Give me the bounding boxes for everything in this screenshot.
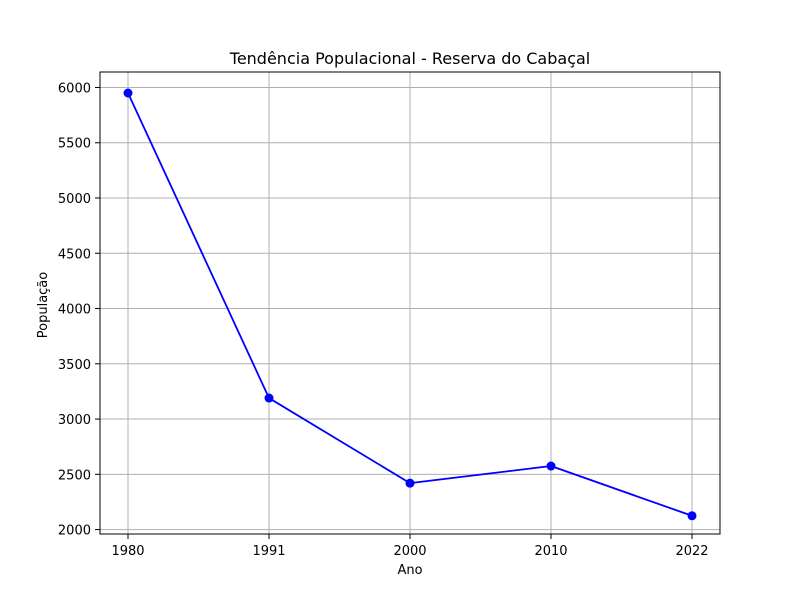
data-point — [687, 511, 697, 521]
x-tick-label: 2000 — [393, 544, 426, 559]
y-tick-label: 2000 — [58, 524, 91, 539]
x-tick-label: 2022 — [675, 544, 708, 559]
x-tick-label: 1980 — [111, 544, 144, 559]
y-tick-label: 4500 — [58, 247, 91, 262]
x-tick-label: 1991 — [252, 544, 285, 559]
y-tick-label: 3000 — [58, 413, 91, 428]
data-point — [546, 461, 556, 471]
data-series — [123, 88, 697, 521]
grid-lines — [100, 72, 720, 534]
data-point — [405, 478, 415, 488]
y-tick-label: 5500 — [58, 137, 91, 152]
x-axis-label: Ano — [397, 563, 422, 578]
data-point — [264, 393, 274, 403]
y-tick-label: 2500 — [58, 468, 91, 483]
x-tick-label: 2010 — [534, 544, 567, 559]
y-axis-label: População — [36, 272, 51, 339]
y-tick-label: 3500 — [58, 358, 91, 373]
chart-title: Tendência Populacional - Reserva do Caba… — [229, 49, 590, 68]
y-tick-label: 4000 — [58, 303, 91, 318]
data-point — [123, 88, 133, 98]
y-tick-label: 5000 — [58, 192, 91, 207]
y-tick-label: 6000 — [58, 81, 91, 96]
ticks: 1980 1991 2000 2010 2022 2000 2500 3000 3500 4000… — [58, 81, 709, 559]
